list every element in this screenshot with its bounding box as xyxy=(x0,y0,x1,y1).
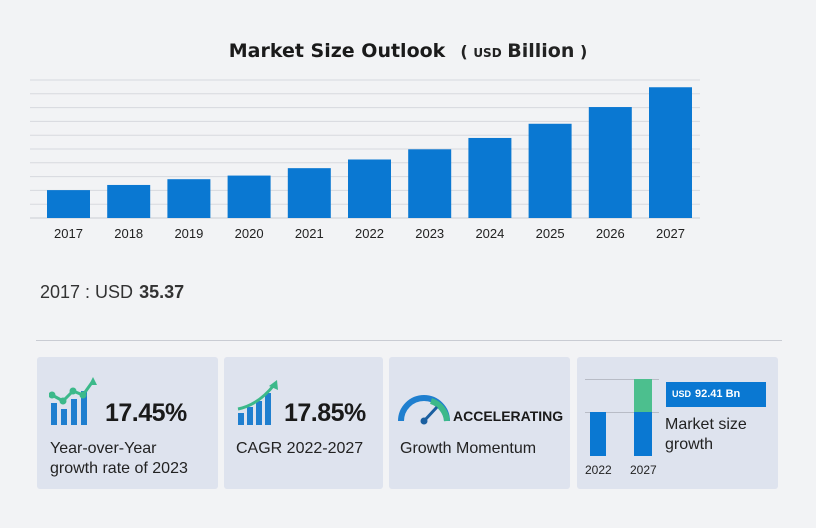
cagr-value: 17.85% xyxy=(284,399,366,427)
market-size-badge: USD 92.41 Bn xyxy=(666,382,766,407)
mini-grid-top xyxy=(585,379,659,380)
x-tick-label: 2020 xyxy=(235,226,264,241)
x-tick-label: 2018 xyxy=(114,226,143,241)
momentum-card: ACCELERATING Growth Momentum xyxy=(389,357,570,489)
first-year-label: 2017 : USD xyxy=(40,282,134,302)
yoy-growth-card: 17.45% Year-over-Year growth rate of 202… xyxy=(37,357,218,489)
bar-2024 xyxy=(468,137,512,218)
market-size-card: 2022 2027 USD 92.41 Bn Market size growth xyxy=(577,357,778,489)
bar-2022 xyxy=(348,159,391,218)
x-tick-label: 2021 xyxy=(295,226,324,241)
chart-title: Market Size Outlook ( USD Billion ) xyxy=(0,40,816,62)
bar-2026 xyxy=(588,107,632,218)
yoy-growth-value: 17.45% xyxy=(105,399,187,427)
bar-2017 xyxy=(47,190,90,218)
x-tick-label: 2024 xyxy=(475,226,504,241)
chart-unit: ( USD Billion ) xyxy=(460,40,588,62)
cagr-label: CAGR 2022-2027 xyxy=(236,440,364,457)
unit-prefix: USD xyxy=(473,46,502,60)
mini-bar-2027-growth xyxy=(634,379,652,412)
x-tick-label: 2022 xyxy=(355,226,384,241)
divider xyxy=(36,340,782,341)
x-tick-label: 2023 xyxy=(415,226,444,241)
mini-bar-2027-base xyxy=(634,412,652,456)
bar-chart: 2017 2018 2019 2020 2021 2022 2023 2024 2025 2026… xyxy=(30,79,700,241)
first-year-value: 2017 : USD 35.37 xyxy=(40,282,184,303)
yoy-label-1: Year-over-Year xyxy=(50,440,157,457)
mini-year-start: 2022 xyxy=(585,463,612,477)
speedometer-icon xyxy=(398,395,450,425)
market-size-label-2: growth xyxy=(665,436,714,453)
x-tick-label: 2027 xyxy=(656,226,685,241)
market-size-label-1: Market size xyxy=(665,416,747,433)
x-tick-label: 2025 xyxy=(536,226,565,241)
mini-bar-2022 xyxy=(590,412,606,456)
bar-2020 xyxy=(227,175,271,218)
mini-year-end: 2027 xyxy=(630,463,657,477)
cagr-card: 17.85% CAGR 2022-2027 xyxy=(224,357,383,489)
bar-2025 xyxy=(528,123,572,218)
trend-up-icon xyxy=(237,380,278,425)
mini-grid-mid xyxy=(585,412,659,413)
bar-growth-icon xyxy=(49,377,97,425)
bar-2018 xyxy=(107,184,151,218)
bar-2027 xyxy=(649,87,692,219)
x-tick-label: 2026 xyxy=(596,226,625,241)
yoy-label-2: growth rate of 2023 xyxy=(50,460,188,477)
momentum-value: ACCELERATING xyxy=(453,408,564,424)
unit-label: Billion xyxy=(507,40,575,62)
momentum-label: Growth Momentum xyxy=(400,440,537,457)
x-tick-label: 2017 xyxy=(54,226,83,241)
bar-2023 xyxy=(408,149,452,218)
bar-2021 xyxy=(287,168,331,218)
first-year-number: 35.37 xyxy=(139,282,185,302)
bar-2019 xyxy=(167,179,211,218)
chart-title-main: Market Size Outlook xyxy=(228,40,446,62)
x-tick-label: 2019 xyxy=(174,226,203,241)
